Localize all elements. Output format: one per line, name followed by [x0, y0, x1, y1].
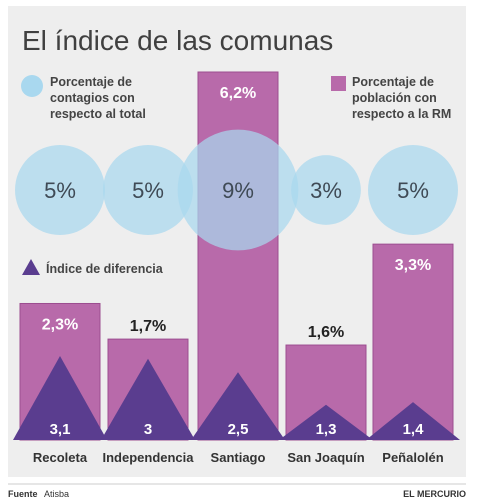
- category-label-san-joaqu-n: San Joaquín: [287, 450, 364, 465]
- legend-poblacion-line-3: respecto a la RM: [352, 107, 451, 121]
- legend-triangle-marker: [22, 259, 40, 275]
- legend-poblacion-line-1: Porcentaje de: [352, 75, 434, 89]
- bar-value-label-santiago: 6,2%: [220, 85, 256, 102]
- circle-value-label-pe-alol-n: 5%: [397, 178, 429, 203]
- footer-publisher: EL MERCURIO: [403, 489, 466, 499]
- circle-value-label-independencia: 5%: [132, 178, 164, 203]
- triangle-value-label-independencia: 3: [144, 421, 152, 438]
- legend: Porcentaje de contagios con respecto al …: [21, 75, 451, 276]
- circle-value-label-santiago: 9%: [222, 178, 254, 203]
- triangle-recoleta: [13, 356, 107, 440]
- legend-contagios-line-1: Porcentaje de: [50, 75, 132, 89]
- triangle-pe-alol-n: [366, 402, 460, 440]
- triangle-san-joaqu-n: [279, 404, 373, 440]
- legend-item-poblacion: Porcentaje de población con respecto a l…: [331, 75, 451, 121]
- labels-layer: 2,3% 5% 3,1 Recoleta 1,7% 5% 3 Independencia 6,2…: [33, 85, 444, 465]
- category-label-santiago: Santiago: [211, 450, 266, 465]
- footer-source-label: Fuente: [8, 489, 38, 499]
- circle-santiago: [177, 129, 299, 251]
- category-label-recoleta: Recoleta: [33, 450, 88, 465]
- circle-value-label-recoleta: 5%: [44, 178, 76, 203]
- legend-item-contagios: Porcentaje de contagios con respecto al …: [21, 75, 146, 121]
- circle-pe-alol-n: [368, 145, 458, 235]
- legend-circle-marker: [21, 75, 43, 97]
- legend-poblacion-line-2: población con: [352, 91, 437, 105]
- triangles-layer: [13, 356, 460, 440]
- triangle-value-label-santiago: 2,5: [228, 421, 249, 438]
- category-label-pe-alol-n: Peñalolén: [382, 450, 443, 465]
- legend-contagios-line-3: respecto al total: [50, 107, 146, 121]
- triangle-santiago: [191, 372, 285, 440]
- circle-value-label-san-joaqu-n: 3%: [310, 178, 342, 203]
- triangle-independencia: [101, 358, 195, 440]
- triangle-value-label-recoleta: 3,1: [50, 421, 71, 438]
- legend-item-indice: Índice de diferencia: [22, 259, 164, 276]
- triangle-value-label-san-joaqu-n: 1,3: [316, 421, 337, 438]
- bar-value-label-independencia: 1,7%: [130, 318, 166, 335]
- chart-title: El índice de las comunas: [22, 25, 333, 56]
- bar-value-label-recoleta: 2,3%: [42, 316, 78, 333]
- circle-recoleta: [15, 145, 105, 235]
- legend-square-marker: [331, 76, 346, 91]
- legend-contagios-line-2: contagios con: [50, 91, 135, 105]
- legend-indice-label: Índice de diferencia: [46, 261, 164, 276]
- footer: Fuente Atisba EL MERCURIO: [8, 483, 466, 499]
- triangle-value-label-pe-alol-n: 1,4: [403, 421, 425, 438]
- bar-value-label-pe-alol-n: 3,3%: [395, 257, 431, 274]
- footer-source-value: Atisba: [44, 489, 69, 499]
- circle-independencia: [103, 145, 193, 235]
- circle-san-joaqu-n: [291, 155, 361, 225]
- category-label-independencia: Independencia: [102, 450, 194, 465]
- circles-layer: [15, 129, 458, 251]
- bar-value-label-san-joaqu-n: 1,6%: [308, 324, 344, 341]
